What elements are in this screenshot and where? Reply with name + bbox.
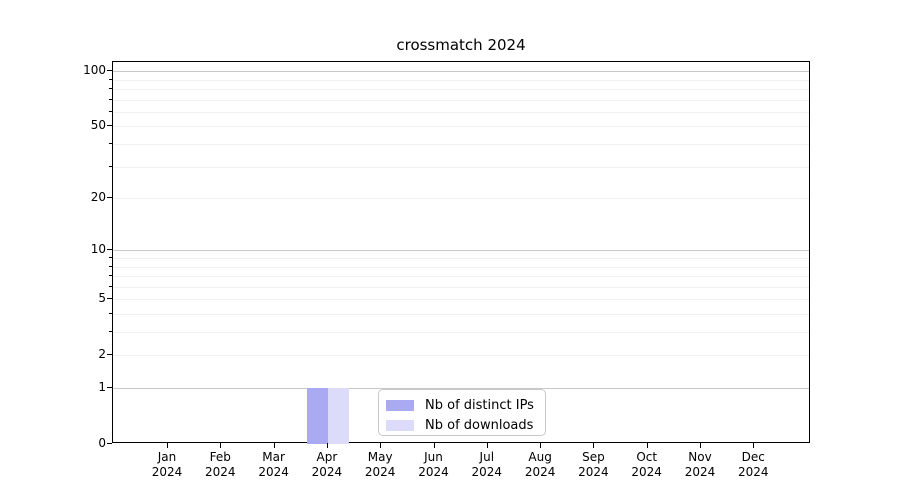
gridline-y-2 bbox=[113, 355, 809, 357]
gridline-y-100 bbox=[113, 71, 809, 73]
chart-title: crossmatch 2024 bbox=[396, 36, 526, 54]
x-tick-year: 2024 bbox=[631, 465, 662, 479]
legend-label: Nb of downloads bbox=[425, 417, 534, 433]
y-minor-tick-mark-8 bbox=[109, 265, 112, 267]
minor-gridline-y-8 bbox=[113, 266, 809, 268]
legend-label: Nb of distinct IPs bbox=[425, 397, 534, 413]
minor-gridline-y-3 bbox=[113, 332, 809, 333]
y-minor-tick-mark-9 bbox=[109, 256, 112, 258]
x-tick-mark-sep bbox=[593, 443, 595, 448]
bar-apr-series-1 bbox=[327, 388, 350, 444]
minor-gridline-y-9 bbox=[113, 257, 809, 259]
bar-apr-series-0 bbox=[306, 388, 328, 444]
y-tick-mark-5 bbox=[107, 298, 112, 300]
x-tick-year: 2024 bbox=[578, 465, 609, 479]
x-tick-label-apr: Apr 2024 bbox=[297, 450, 357, 480]
legend-swatch-downloads bbox=[386, 419, 414, 431]
x-tick-mark-may bbox=[380, 443, 382, 448]
x-tick-mark-mar bbox=[273, 443, 275, 448]
x-tick-year: 2024 bbox=[364, 465, 396, 479]
x-tick-year: 2024 bbox=[311, 465, 343, 479]
legend-swatch-distinct-ips bbox=[386, 399, 414, 411]
gridline-y-20 bbox=[113, 198, 809, 199]
x-tick-year: 2024 bbox=[684, 465, 716, 479]
x-tick-year: 2024 bbox=[205, 465, 236, 479]
x-tick-year: 2024 bbox=[258, 465, 289, 479]
y-minor-tick-mark-7 bbox=[109, 275, 112, 276]
y-minor-tick-mark-80 bbox=[109, 87, 112, 89]
y-tick-label-2: 2 bbox=[98, 347, 106, 362]
x-tick-year: 2024 bbox=[418, 465, 449, 479]
x-tick-label-nov: Nov 2024 bbox=[670, 450, 730, 480]
plot-area: Nb of distinct IPs Nb of downloads bbox=[112, 61, 810, 444]
y-tick-label-0: 0 bbox=[98, 436, 106, 450]
x-tick-mark-jan bbox=[167, 443, 168, 448]
y-tick-label-20: 20 bbox=[90, 190, 106, 204]
y-tick-mark-100 bbox=[107, 70, 112, 72]
y-tick-label-50: 50 bbox=[90, 118, 106, 133]
y-minor-tick-mark-6 bbox=[109, 285, 112, 287]
y-minor-tick-mark-70 bbox=[109, 98, 112, 100]
x-tick-mark-jun bbox=[433, 443, 435, 448]
x-tick-year: 2024 bbox=[151, 465, 183, 479]
x-tick-label-mar: Mar 2024 bbox=[244, 450, 304, 480]
y-tick-mark-50 bbox=[107, 125, 112, 127]
x-tick-label-dec: Dec 2024 bbox=[723, 450, 783, 480]
y-tick-label-5: 5 bbox=[98, 291, 106, 306]
minor-gridline-y-4 bbox=[113, 313, 809, 315]
x-tick-mark-dec bbox=[753, 443, 755, 448]
x-tick-mark-feb bbox=[220, 443, 222, 448]
x-tick-year: 2024 bbox=[471, 465, 503, 479]
y-minor-tick-mark-90 bbox=[109, 78, 112, 80]
minor-gridline-y-80 bbox=[113, 88, 809, 90]
legend-item-distinct-ips: Nb of distinct IPs bbox=[386, 397, 535, 413]
x-tick-mark-nov bbox=[700, 443, 701, 448]
x-tick-mark-aug bbox=[540, 443, 542, 448]
x-tick-year: 2024 bbox=[524, 465, 556, 479]
y-minor-tick-mark-3 bbox=[109, 331, 112, 332]
y-tick-mark-10 bbox=[107, 249, 112, 251]
x-tick-label-jun: Jun 2024 bbox=[404, 450, 464, 480]
x-tick-label-jan: Jan 2024 bbox=[137, 450, 197, 480]
minor-gridline-y-60 bbox=[113, 111, 809, 113]
x-tick-mark-apr bbox=[326, 443, 328, 448]
y-tick-label-100: 100 bbox=[83, 63, 106, 78]
minor-gridline-y-6 bbox=[113, 286, 809, 288]
minor-gridline-y-70 bbox=[113, 99, 809, 101]
y-tick-mark-1 bbox=[107, 387, 112, 388]
legend: Nb of distinct IPs Nb of downloads bbox=[378, 389, 546, 436]
x-tick-label-jul: Jul 2024 bbox=[457, 450, 517, 480]
x-tick-label-feb: Feb 2024 bbox=[190, 450, 250, 480]
x-tick-label-oct: Oct 2024 bbox=[617, 450, 677, 480]
y-minor-tick-mark-60 bbox=[109, 110, 112, 112]
y-tick-label-10: 10 bbox=[90, 242, 106, 257]
legend-item-downloads: Nb of downloads bbox=[386, 417, 535, 433]
x-tick-label-sep: Sep 2024 bbox=[563, 450, 623, 480]
y-minor-tick-mark-30 bbox=[109, 165, 112, 167]
gridline-y-50 bbox=[113, 126, 809, 128]
minor-gridline-y-90 bbox=[113, 79, 809, 81]
x-tick-label-may: May 2024 bbox=[350, 450, 410, 480]
y-tick-mark-0 bbox=[107, 443, 112, 444]
gridline-y-1 bbox=[113, 388, 809, 389]
x-tick-label-aug: Aug 2024 bbox=[510, 450, 570, 480]
y-tick-mark-2 bbox=[107, 354, 112, 356]
x-tick-year: 2024 bbox=[738, 465, 769, 479]
minor-gridline-y-30 bbox=[113, 166, 809, 168]
y-tick-label-1: 1 bbox=[98, 380, 106, 394]
minor-gridline-y-7 bbox=[113, 276, 809, 277]
x-tick-mark-oct bbox=[646, 443, 648, 448]
y-tick-mark-20 bbox=[107, 197, 112, 198]
gridline-y-10 bbox=[113, 250, 809, 252]
y-minor-tick-mark-40 bbox=[109, 142, 112, 144]
gridline-y-5 bbox=[113, 299, 809, 301]
y-minor-tick-mark-4 bbox=[109, 312, 112, 314]
minor-gridline-y-40 bbox=[113, 143, 809, 145]
x-tick-mark-jul bbox=[486, 443, 488, 448]
